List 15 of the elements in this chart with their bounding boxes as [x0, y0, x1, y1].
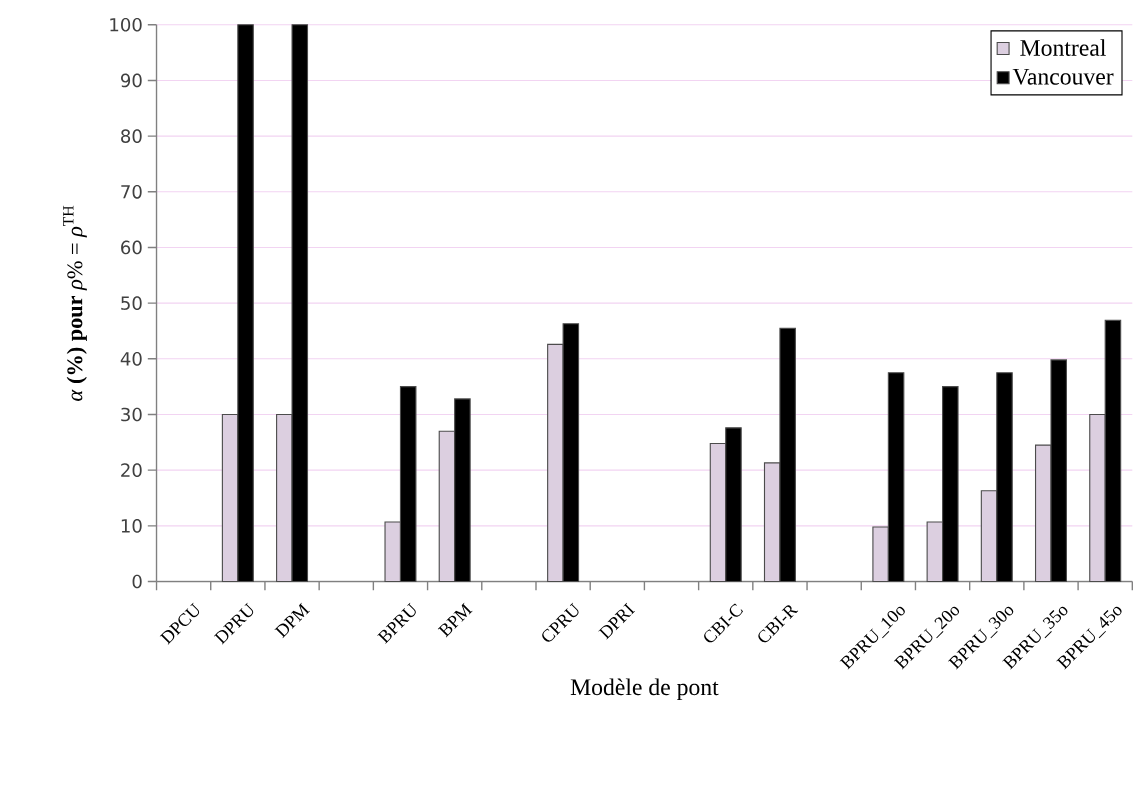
y-tick-label: 90 — [120, 73, 142, 88]
y-tick-label: 10 — [121, 519, 142, 533]
y-tick-label: 80 — [121, 129, 142, 144]
y-tick-label: 60 — [121, 240, 142, 255]
y-tick-label: 20 — [121, 463, 142, 478]
y-tick-label: 40 — [120, 352, 142, 366]
y-tick-label: 70 — [121, 185, 142, 199]
y-tick-label: 50 — [121, 296, 142, 311]
legend-label: Vancouver — [1012, 69, 1114, 85]
y-axis-title: α (%) pour ρ% = ρ$^{TH}$ — [63, 206, 87, 402]
y-tick-label: 100 — [110, 18, 142, 32]
legend-label: Montreal — [1020, 39, 1106, 57]
y-tick-label: 30 — [121, 407, 142, 422]
y-tick-label: 0 — [132, 574, 142, 589]
x-axis-title: Modèle de pont — [570, 678, 719, 701]
